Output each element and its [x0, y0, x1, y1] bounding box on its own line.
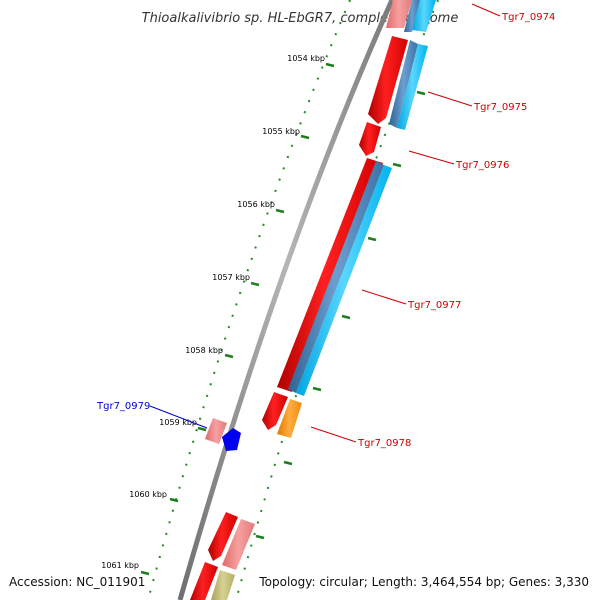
gene-arrow-tgr7-0974[interactable]: [386, 0, 412, 28]
scale-tick: [367, 236, 377, 242]
gene-label-tgr7-0979[interactable]: Tgr7_0979: [96, 401, 150, 412]
gene-arrow-tgr7-0978[interactable]: [262, 392, 288, 430]
gene-label-tgr7-0978[interactable]: Tgr7_0978: [357, 438, 411, 449]
gene-label-tgr7-0975[interactable]: Tgr7_0975: [473, 102, 527, 113]
label-leader: [408, 150, 455, 165]
label-leader: [471, 3, 501, 17]
kbp-labels: 1054 kbp 1055 kbp 1056 kbp 1057 kbp 1058…: [101, 54, 325, 570]
label-leader: [361, 289, 407, 305]
scale-tick: [300, 134, 310, 140]
kbp-label: 1057 kbp: [212, 273, 250, 282]
scale-tick: [140, 570, 150, 576]
label-leader: [149, 405, 208, 429]
feature-block: [397, 44, 428, 130]
scale-ticks: [140, 62, 426, 576]
cds-track: [190, 0, 412, 600]
scale-tick: [325, 62, 335, 68]
feature-orange: [277, 399, 302, 438]
map-title: Thioalkalivibrio sp. HL-EbGR7, complete …: [142, 11, 459, 26]
scale-tick: [275, 208, 285, 214]
kbp-label: 1059 kbp: [159, 418, 197, 427]
label-leader: [427, 91, 473, 107]
accession-label: Accession: NC_011901: [9, 575, 145, 589]
gene-label-tgr7-0977[interactable]: Tgr7_0977: [407, 300, 461, 311]
kbp-label: 1054 kbp: [287, 54, 325, 63]
feature-olive-lower: [211, 570, 235, 600]
feature-block: [288, 161, 384, 393]
gene-arrow-lower-2[interactable]: [190, 562, 218, 600]
feature-block: [412, 0, 436, 32]
scale-tick: [250, 281, 260, 287]
feature-block: [296, 165, 392, 396]
kbp-label: 1061 kbp: [101, 561, 139, 570]
label-leader: [310, 426, 357, 443]
scale-tick: [312, 386, 322, 392]
scale-tick: [255, 534, 265, 540]
kbp-label: 1058 kbp: [185, 346, 223, 355]
scale-tick: [169, 497, 179, 503]
scale-tick: [416, 90, 426, 96]
gene-label-tgr7-0974[interactable]: Tgr7_0974: [501, 12, 555, 23]
feature-block: [404, 0, 420, 32]
gene-arrow-small-blue[interactable]: [222, 428, 241, 451]
feature-track-steel: [288, 0, 420, 393]
scale-tick: [224, 353, 234, 359]
topology-label: Topology: circular; Length: 3,464,554 bp…: [258, 575, 589, 589]
feature-track-cyan: [296, 0, 436, 396]
kbp-label: 1055 kbp: [262, 127, 300, 136]
scale-tick: [392, 162, 402, 168]
scale-tick: [283, 460, 293, 466]
feature-pink-lower: [222, 519, 255, 570]
gene-arrow-tgr7-0975[interactable]: [368, 36, 408, 124]
gene-label-tgr7-0976[interactable]: Tgr7_0976: [455, 160, 509, 171]
gene-labels: Tgr7_0974 Tgr7_0975 Tgr7_0976 Tgr7_0977 …: [96, 3, 555, 449]
scale-tick: [197, 426, 207, 432]
gene-arrow-tgr7-0976[interactable]: [359, 122, 381, 156]
kbp-label: 1060 kbp: [129, 490, 167, 499]
kbp-label: 1056 kbp: [237, 200, 275, 209]
gene-arrow-tgr7-0979[interactable]: [205, 418, 227, 444]
genome-backbone: [177, 0, 395, 600]
feature-block: [389, 40, 418, 128]
gene-arrow-lower-1[interactable]: [208, 512, 238, 561]
scale-tick: [341, 314, 351, 320]
